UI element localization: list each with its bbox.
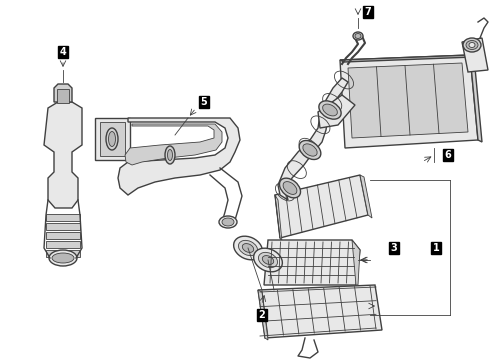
Ellipse shape: [222, 218, 234, 226]
Text: 6: 6: [444, 150, 451, 160]
Ellipse shape: [254, 248, 282, 272]
Polygon shape: [44, 102, 82, 208]
Ellipse shape: [262, 256, 274, 265]
Polygon shape: [118, 118, 240, 195]
Polygon shape: [125, 124, 222, 165]
Ellipse shape: [243, 244, 254, 252]
Ellipse shape: [52, 253, 74, 263]
Ellipse shape: [299, 140, 321, 159]
Polygon shape: [278, 78, 348, 200]
Polygon shape: [470, 55, 482, 142]
Text: 1: 1: [433, 243, 440, 253]
Ellipse shape: [466, 41, 478, 50]
Polygon shape: [275, 195, 282, 242]
Polygon shape: [348, 63, 468, 138]
Polygon shape: [340, 55, 478, 148]
Ellipse shape: [239, 240, 258, 256]
Ellipse shape: [49, 250, 77, 266]
Ellipse shape: [279, 178, 300, 198]
Ellipse shape: [258, 252, 277, 267]
Polygon shape: [46, 223, 80, 230]
Ellipse shape: [303, 144, 317, 156]
Ellipse shape: [322, 104, 338, 116]
Text: 3: 3: [391, 243, 397, 253]
Polygon shape: [275, 175, 368, 238]
Ellipse shape: [106, 128, 118, 150]
Ellipse shape: [108, 131, 116, 147]
Polygon shape: [258, 290, 268, 340]
Polygon shape: [46, 232, 80, 239]
Ellipse shape: [469, 42, 475, 48]
Polygon shape: [340, 55, 474, 62]
Text: 2: 2: [259, 310, 266, 320]
Ellipse shape: [355, 33, 361, 39]
Polygon shape: [54, 84, 72, 102]
Polygon shape: [264, 240, 360, 285]
Ellipse shape: [353, 32, 363, 40]
Polygon shape: [100, 122, 125, 156]
Ellipse shape: [283, 181, 297, 194]
Text: 4: 4: [60, 47, 66, 57]
Polygon shape: [46, 214, 80, 221]
Polygon shape: [95, 118, 130, 160]
Polygon shape: [352, 240, 360, 285]
Ellipse shape: [319, 101, 341, 119]
Polygon shape: [462, 38, 488, 72]
Ellipse shape: [168, 149, 172, 161]
Ellipse shape: [234, 236, 262, 260]
Ellipse shape: [165, 146, 175, 164]
Polygon shape: [360, 175, 372, 218]
Polygon shape: [46, 250, 80, 257]
Polygon shape: [57, 89, 69, 103]
Text: 7: 7: [365, 7, 371, 17]
Polygon shape: [318, 95, 355, 128]
Polygon shape: [46, 241, 80, 248]
Polygon shape: [258, 285, 382, 338]
Text: 5: 5: [200, 97, 207, 107]
Ellipse shape: [463, 38, 481, 52]
Ellipse shape: [219, 216, 237, 228]
